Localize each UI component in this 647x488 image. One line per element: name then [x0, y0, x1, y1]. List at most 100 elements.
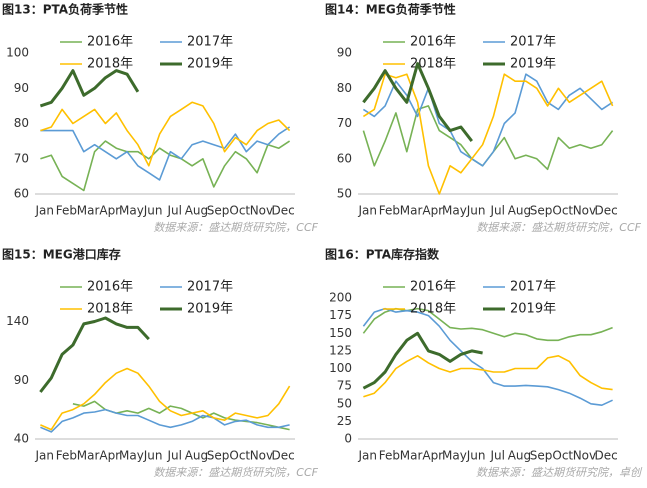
source: 数据来源：盛达期货研究院，CCF	[476, 221, 641, 234]
legend-label: 2018年	[410, 57, 456, 72]
chart-title: 图14：MEG负荷季节性	[325, 2, 456, 17]
x-tick-label: Jun	[466, 204, 486, 218]
y-tick-label: 75	[337, 379, 352, 393]
x-tick-label: Sep	[530, 449, 553, 463]
x-tick-label: Dec	[594, 449, 617, 463]
series-line	[362, 62, 473, 143]
x-tick-label: Nov	[250, 204, 273, 218]
series-line	[362, 73, 614, 167]
x-tick-label: Oct	[229, 449, 250, 463]
x-tick-label: Nov	[573, 449, 596, 463]
legend-label: 2017年	[510, 280, 556, 295]
x-tick-label: Mar	[400, 449, 423, 463]
x-tick-label: Aug	[508, 204, 531, 218]
x-tick-label: Jan	[35, 449, 55, 463]
y-tick-label: 150	[329, 326, 352, 340]
legend-label: 2016年	[87, 280, 133, 295]
series-line	[40, 101, 291, 167]
y-tick-label: 90	[14, 373, 29, 387]
y-tick-label: 80	[337, 81, 352, 95]
legend-label: 2017年	[187, 35, 233, 50]
x-tick-label: Apr	[422, 449, 443, 463]
x-tick-label: Jul	[490, 449, 505, 463]
x-tick-label: Apr	[99, 449, 120, 463]
x-tick-label: Dec	[271, 204, 294, 218]
x-tick-label: Feb	[379, 204, 400, 218]
x-tick-label: Sep	[207, 204, 230, 218]
x-tick-label: Apr	[422, 204, 443, 218]
x-tick-label: Aug	[508, 449, 531, 463]
y-tick-label: 50	[337, 187, 352, 201]
x-tick-label: Oct	[229, 204, 250, 218]
legend-label: 2019年	[187, 302, 233, 317]
x-tick-label: Jun	[143, 449, 163, 463]
y-tick-label: 200	[329, 291, 352, 305]
x-tick-label: Nov	[573, 204, 596, 218]
legend-label: 2019年	[510, 302, 556, 317]
x-tick-label: Sep	[530, 204, 553, 218]
series-line	[363, 355, 613, 398]
x-tick-label: May	[442, 449, 467, 463]
y-tick-label: 0	[344, 432, 352, 446]
y-tick-label: 90	[14, 81, 29, 95]
x-tick-label: Jul	[490, 204, 505, 218]
y-tick-label: 175	[329, 308, 352, 322]
series-line	[40, 367, 291, 431]
x-tick-label: Aug	[185, 449, 208, 463]
y-tick-label: 140	[6, 314, 29, 328]
series-line	[362, 307, 613, 342]
legend-label: 2017年	[510, 35, 556, 50]
legend-label: 2019年	[510, 57, 556, 72]
x-tick-label: Dec	[271, 449, 294, 463]
y-tick-label: 25	[337, 414, 352, 428]
source: 数据来源：盛达期货研究院，CCF	[153, 221, 318, 234]
y-tick-label: 50	[337, 396, 352, 410]
x-tick-label: Jun	[143, 204, 163, 218]
series-line	[39, 316, 150, 393]
y-tick-label: 70	[14, 151, 29, 165]
x-tick-label: May	[442, 204, 467, 218]
x-tick-label: Jun	[466, 449, 486, 463]
series-line	[40, 126, 291, 181]
x-tick-label: Feb	[379, 449, 400, 463]
legend-label: 2018年	[87, 57, 133, 72]
x-tick-label: Feb	[56, 204, 77, 218]
x-tick-label: May	[119, 449, 144, 463]
legend-label: 2016年	[410, 280, 456, 295]
x-tick-label: Oct	[552, 204, 573, 218]
y-tick-label: 80	[14, 116, 29, 130]
y-tick-label: 70	[337, 116, 352, 130]
legend-label: 2017年	[187, 280, 233, 295]
legend-label: 2016年	[87, 35, 133, 50]
x-tick-label: Mar	[400, 204, 423, 218]
y-tick-label: 40	[14, 432, 29, 446]
chart-title: 图15：MEG港口库存	[2, 247, 121, 262]
x-tick-label: Jan	[358, 449, 378, 463]
series-line	[39, 69, 140, 108]
x-tick-label: Jul	[167, 449, 182, 463]
x-tick-label: Nov	[250, 449, 273, 463]
x-tick-label: May	[119, 204, 144, 218]
legend-label: 2018年	[410, 302, 456, 317]
y-tick-label: 60	[337, 151, 352, 165]
x-tick-label: Dec	[594, 204, 617, 218]
x-tick-label: Apr	[99, 204, 120, 218]
x-tick-label: Jan	[35, 204, 55, 218]
chart-title: 图13：PTA负荷季节性	[2, 2, 128, 17]
x-tick-label: Oct	[552, 449, 573, 463]
legend-label: 2018年	[87, 302, 133, 317]
chart-title: 图16：PTA库存指数	[325, 247, 440, 262]
y-tick-label: 125	[329, 343, 352, 357]
y-tick-label: 100	[6, 46, 29, 60]
x-tick-label: Mar	[77, 204, 100, 218]
legend-label: 2019年	[187, 57, 233, 72]
legend-label: 2016年	[410, 35, 456, 50]
x-tick-label: Jul	[167, 204, 182, 218]
x-tick-label: Aug	[185, 204, 208, 218]
y-tick-label: 60	[14, 187, 29, 201]
series-line	[362, 331, 483, 390]
x-tick-label: Mar	[77, 449, 100, 463]
y-tick-label: 90	[337, 46, 352, 60]
series-line	[40, 408, 290, 433]
